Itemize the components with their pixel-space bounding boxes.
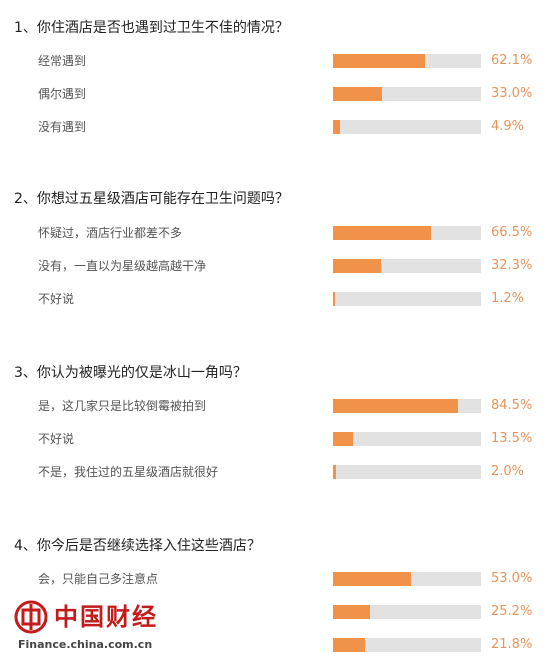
option-label: 偶尔遇到 xyxy=(38,87,87,101)
option-row: 是，这几家只是比较倒霉被拍到 84.5% xyxy=(0,397,550,417)
option-row: 怀疑过，酒店行业都差不多 66.5% xyxy=(0,224,550,244)
progress-bar xyxy=(333,572,481,586)
option-row: 不好说 1.2% xyxy=(0,290,550,310)
question-title: 3、你认为被曝光的仅是冰山一角吗？ xyxy=(14,365,247,381)
percent-value: 13.5% xyxy=(491,431,533,446)
percent-value: 53.0% xyxy=(491,571,533,586)
option-label: 是，这几家只是比较倒霉被拍到 xyxy=(38,399,207,413)
option-row: 偶尔遇到 33.0% xyxy=(0,85,550,105)
progress-fill xyxy=(333,226,432,240)
watermark-logo-text: 中国财经 xyxy=(54,603,158,631)
question-title: 4、你今后是否继续选择入住这些酒店？ xyxy=(14,538,261,554)
watermark-url: Finance.china.com.cn xyxy=(18,638,153,651)
progress-bar xyxy=(333,638,481,652)
progress-fill xyxy=(333,87,382,101)
progress-bar xyxy=(333,605,481,619)
percent-value: 2.0% xyxy=(491,464,525,479)
percent-value: 4.9% xyxy=(491,119,525,134)
option-row: 会，只能自己多注意点 53.0% xyxy=(0,570,550,590)
option-row: 没有，一直以为星级越高越干净 32.3% xyxy=(0,257,550,277)
progress-bar xyxy=(333,54,481,68)
option-row: 21.8% xyxy=(0,636,550,656)
option-label: 不好说 xyxy=(38,292,75,306)
percent-value: 32.3% xyxy=(491,258,533,273)
percent-value: 21.8% xyxy=(491,637,533,652)
percent-value: 66.5% xyxy=(491,225,533,240)
option-label: 没有遇到 xyxy=(38,120,87,134)
percent-value: 1.2% xyxy=(491,291,525,306)
option-row: 经常遇到 62.1% xyxy=(0,52,550,72)
question-title: 2、你想过五星级酒店可能存在卫生问题吗？ xyxy=(14,191,289,207)
option-label: 没有，一直以为星级越高越干净 xyxy=(38,259,207,273)
progress-fill xyxy=(333,432,353,446)
progress-bar xyxy=(333,432,481,446)
progress-fill xyxy=(333,605,371,619)
progress-fill xyxy=(333,54,425,68)
percent-value: 84.5% xyxy=(491,398,533,413)
option-row: 没有遇到 4.9% xyxy=(0,118,550,138)
progress-fill xyxy=(333,465,336,479)
option-label: 怀疑过，酒店行业都差不多 xyxy=(38,226,183,240)
progress-fill xyxy=(333,292,335,306)
option-row: 不是，我住过的五星级酒店就很好 2.0% xyxy=(0,463,550,483)
option-label: 经常遇到 xyxy=(38,54,87,68)
progress-fill xyxy=(333,259,381,273)
progress-bar xyxy=(333,226,481,240)
percent-value: 25.2% xyxy=(491,604,533,619)
progress-bar xyxy=(333,120,481,134)
progress-bar xyxy=(333,399,481,413)
percent-value: 62.1% xyxy=(491,53,533,68)
option-label: 不好说 xyxy=(38,432,75,446)
progress-fill xyxy=(333,638,366,652)
progress-bar xyxy=(333,87,481,101)
option-label: 会，只能自己多注意点 xyxy=(38,572,159,586)
china-seal-icon xyxy=(14,600,48,634)
option-row: 25.2% xyxy=(0,603,550,623)
progress-bar xyxy=(333,465,481,479)
option-row: 不好说 13.5% xyxy=(0,430,550,450)
progress-fill xyxy=(333,572,412,586)
percent-value: 33.0% xyxy=(491,86,533,101)
progress-bar xyxy=(333,292,481,306)
question-title: 1、你住酒店是否也遇到过卫生不佳的情况？ xyxy=(14,20,289,36)
progress-fill xyxy=(333,399,459,413)
watermark-logo: 中国财经 Finance.china.com.cn xyxy=(14,600,164,658)
progress-bar xyxy=(333,259,481,273)
option-label: 不是，我住过的五星级酒店就很好 xyxy=(38,465,219,479)
progress-fill xyxy=(333,120,341,134)
